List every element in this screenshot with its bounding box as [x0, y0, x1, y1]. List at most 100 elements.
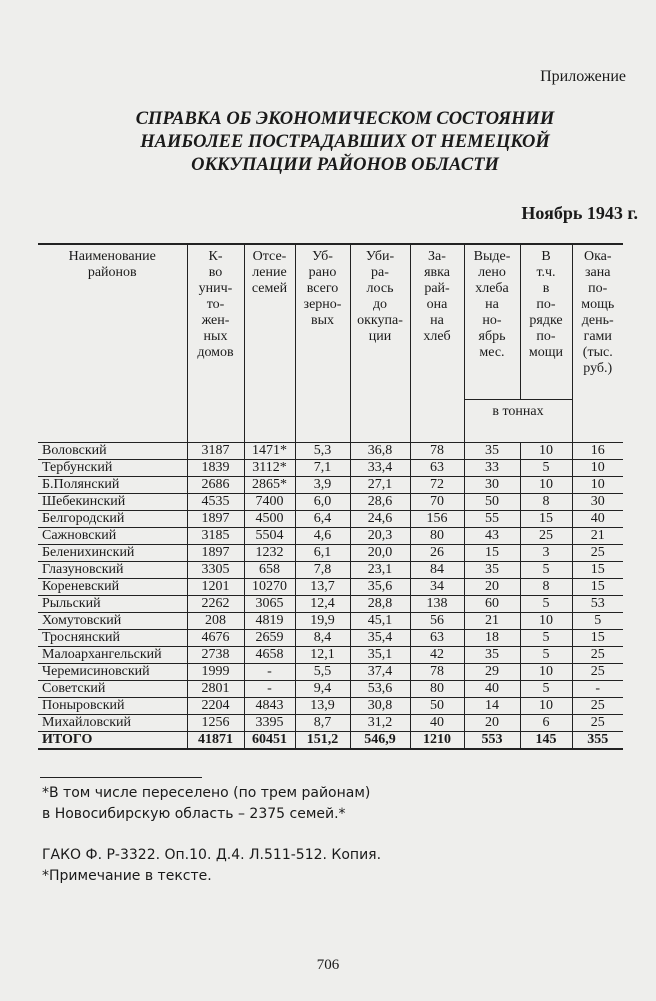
table-cell: 25: [571, 646, 623, 664]
table-cell: 9,4: [294, 680, 351, 698]
column-header: Наименование районов: [38, 243, 188, 443]
table-cell: 12,1: [294, 646, 351, 664]
table-row: Троснянский 4676 2659 8,4 35,4 63 18 5 15: [38, 629, 623, 647]
table-cell: 18: [463, 629, 521, 647]
title-line: НАИБОЛЕЕ ПОСТРАДАВШИХ ОТ НЕМЕЦКОЙ: [140, 132, 550, 152]
table-cell: 2262: [186, 595, 245, 613]
table-cell: -: [243, 663, 296, 681]
document-date: Ноябрь 1943 г.: [521, 203, 638, 223]
district-name: Черемисиновский: [38, 663, 188, 681]
table-cell: 3187: [186, 442, 245, 460]
district-name: Беленихинский: [38, 544, 188, 562]
table-cell: 72: [409, 476, 465, 494]
table-cell: 25: [519, 527, 573, 545]
table-cell: 3185: [186, 527, 245, 545]
table-cell: 19,9: [294, 612, 351, 630]
table-cell: 1256: [186, 714, 245, 732]
table-cell: 33: [463, 459, 521, 477]
table-cell: 78: [409, 442, 465, 460]
table-cell: 55: [463, 510, 521, 528]
archive-source: ГАКО Ф. Р-3322. Оп.10. Д.4. Л.511-512. К…: [42, 847, 382, 863]
table-cell: 8: [519, 578, 573, 596]
table-cell: 21: [571, 527, 623, 545]
table-cell: 5: [519, 595, 573, 613]
table-cell: 45,1: [349, 612, 411, 630]
table-cell: 4676: [186, 629, 245, 647]
table-cell: 40: [463, 680, 521, 698]
table-cell: 41871: [186, 731, 245, 750]
table-cell: 138: [409, 595, 465, 613]
table-row: Сажновский 3185 5504 4,6 20,3 80 43 25 21: [38, 527, 623, 545]
table-cell: 8,4: [294, 629, 351, 647]
table-row: Воловский 3187 1471* 5,3 36,8 78 35 10 16: [38, 442, 623, 460]
table-cell: 7400: [243, 493, 296, 511]
district-name: Поныровский: [38, 697, 188, 715]
title-line: СПРАВКА ОБ ЭКОНОМИЧЕСКОМ СОСТОЯНИИ: [135, 109, 555, 129]
table-cell: 25: [571, 544, 623, 562]
table-cell: 84: [409, 561, 465, 579]
table-cell: 5: [571, 612, 623, 630]
table-cell: 4,6: [294, 527, 351, 545]
table-cell: 13,7: [294, 578, 351, 596]
table-cell: 60451: [243, 731, 296, 750]
table-row: Поныровский 2204 4843 13,9 30,8 50 14 10 25: [38, 697, 623, 715]
table-cell: 5,3: [294, 442, 351, 460]
district-name: Кореневский: [38, 578, 188, 596]
table-cell: 1201: [186, 578, 245, 596]
table-cell: 25: [571, 697, 623, 715]
column-header: Ока-зана по-мощь день-гами (тыс. руб.): [571, 243, 623, 443]
table-row: Советский 2801-9,4 53,6 80 40 5-: [38, 680, 623, 698]
table-cell: 3065: [243, 595, 296, 613]
table-cell: 28,6: [349, 493, 411, 511]
column-header: Уб-рано всего зерно-вых: [294, 243, 351, 443]
table-cell: 40: [409, 714, 465, 732]
table-cell: 1897: [186, 510, 245, 528]
table-cell: 2801: [186, 680, 245, 698]
district-name: Малоархангельский: [38, 646, 188, 664]
table-cell: 1210: [409, 731, 465, 750]
table-cell: 5: [519, 459, 573, 477]
table-cell: 30,8: [349, 697, 411, 715]
table-cell: 3395: [243, 714, 296, 732]
table-cell: 355: [571, 731, 623, 750]
footnote-rule: [40, 777, 202, 778]
district-name: Рыльский: [38, 595, 188, 613]
table-cell: 20: [463, 578, 521, 596]
table-cell: 2686: [186, 476, 245, 494]
table-cell: 3112*: [243, 459, 296, 477]
table-cell: 24,6: [349, 510, 411, 528]
table-cell: 151,2: [294, 731, 351, 750]
table-row: Б.Полянский 2686 2865* 3,9 27,1 72 30 10 10: [38, 476, 623, 494]
column-header: За-явка рай-она на хлеб: [409, 243, 465, 443]
footnote-line: в Новосибирскую область – 2375 семей.*: [42, 806, 346, 822]
table-cell: 34: [409, 578, 465, 596]
table-cell: 42: [409, 646, 465, 664]
table-cell: 3: [519, 544, 573, 562]
table-cell: 25: [571, 714, 623, 732]
table-cell: 35,6: [349, 578, 411, 596]
title-line: ОККУПАЦИИ РАЙОНОВ ОБЛАСТИ: [191, 155, 499, 175]
table-row: Шебекинский 4535 7400 6,0 28,6 70 50 8 30: [38, 493, 623, 511]
table-cell: 1471*: [243, 442, 296, 460]
table-cell: 13,9: [294, 697, 351, 715]
table-cell: 53,6: [349, 680, 411, 698]
table-cell: 30: [571, 493, 623, 511]
table-cell: 15: [463, 544, 521, 562]
table-cell: 553: [463, 731, 521, 750]
district-name: Глазуновский: [38, 561, 188, 579]
column-header: Отсе-ление семей: [243, 243, 296, 443]
table-cell: -: [571, 680, 623, 698]
table-cell: 5,5: [294, 663, 351, 681]
table-cell: 2659: [243, 629, 296, 647]
district-name: Троснянский: [38, 629, 188, 647]
table-cell: 145: [519, 731, 573, 750]
table-cell: 28,8: [349, 595, 411, 613]
district-name: ИТОГО: [38, 731, 188, 750]
table-cell: 21: [463, 612, 521, 630]
table-cell: 3305: [186, 561, 245, 579]
table-row: Кореневский 1201 10270 13,7 35,6 34 20 8 15: [38, 578, 623, 596]
table-cell: 63: [409, 629, 465, 647]
table-cell: 27,1: [349, 476, 411, 494]
table-cell: 2738: [186, 646, 245, 664]
